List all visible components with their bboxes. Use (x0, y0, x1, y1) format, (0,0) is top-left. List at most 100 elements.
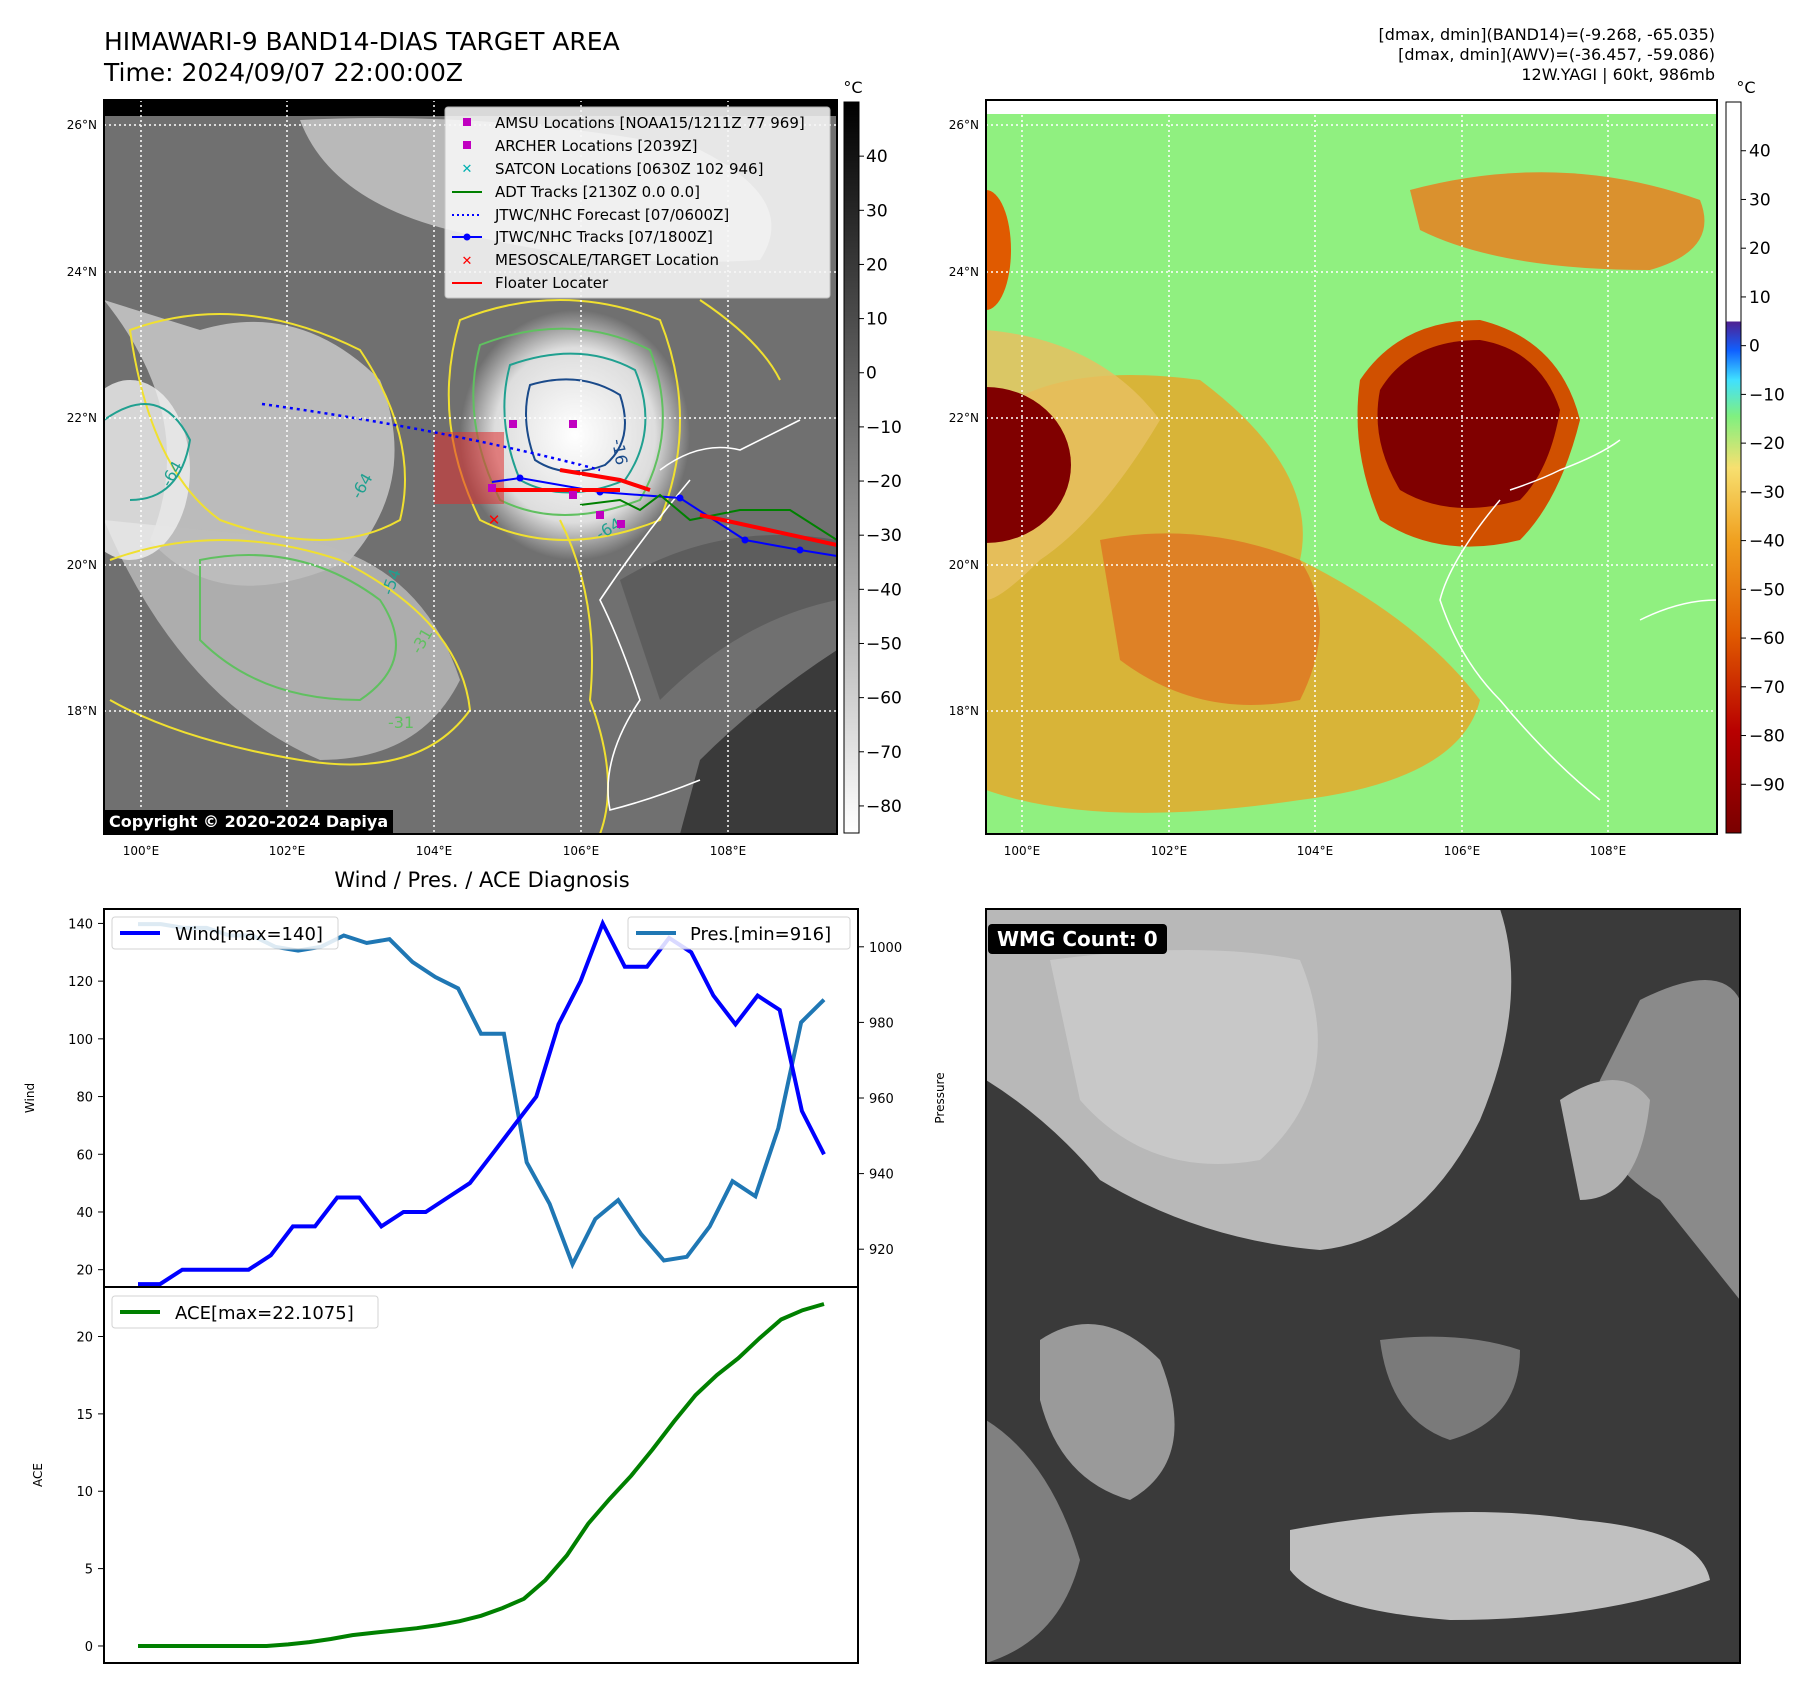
wind-y-tick-label: 140 (68, 917, 93, 932)
ir-lon-label: 108°E (710, 844, 747, 858)
pres-y-tick-label: 1000 (869, 941, 902, 956)
awv-colorbar-tick-label: 0 (1749, 337, 1760, 357)
ace-frame (103, 1286, 859, 1664)
ir-map-frame (103, 99, 838, 835)
ir-colorbar-tick-label: 40 (866, 147, 888, 167)
amsu-marker (509, 420, 517, 428)
amsu-marker (569, 420, 577, 428)
awv-west-core (986, 387, 1071, 543)
pres-axis-label: Pressure (933, 1072, 947, 1123)
pres-y-ticks: 920 940 960 980 1000 (858, 941, 902, 1258)
wind-legend-box (111, 916, 339, 950)
legend-label: ADT Tracks [2130Z 0.0 0.0] (495, 183, 700, 201)
awv-colorbar-tick-label: −20 (1749, 434, 1785, 454)
wmg-count-badge: WMG Count: 0 (988, 924, 1167, 954)
wind-y-ticks: 20 40 60 80 100 120 140 (68, 917, 104, 1279)
floater-locater (490, 468, 837, 547)
ir-clear-east (620, 535, 837, 700)
wind-y-tick-label: 40 (76, 1206, 93, 1221)
awv-colorbar-tick-label: 20 (1749, 239, 1771, 259)
contour-label-4: -31 (388, 713, 414, 732)
legend-label: MESOSCALE/TARGET Location (495, 251, 719, 269)
awv-lat-label: 24°N (949, 265, 979, 279)
adt-track (579, 493, 837, 541)
awv-lon-label: 108°E (1590, 844, 1627, 858)
legend-marker-amsu (463, 118, 471, 126)
ace-y-tick-label: 10 (76, 1485, 93, 1500)
wind-y-tick-label: 120 (68, 975, 93, 990)
info-band14: [dmax, dmin](BAND14)=(-9.268, -65.035) (1379, 25, 1715, 44)
contour-teal-2 (104, 403, 192, 501)
wmg-cloud-mid (1040, 1324, 1175, 1500)
wind-y-tick-label: 100 (68, 1033, 93, 1048)
legend-label: JTWC/NHC Tracks [07/1800Z] (494, 228, 713, 246)
copyright-label: Copyright © 2020-2024 Dapiya (104, 810, 394, 833)
legend-label: JTWC/NHC Forecast [07/0600Z] (494, 206, 729, 224)
ir-clear-se (680, 650, 837, 834)
ir-map: -64 -54 -64 -31 -31 -16 -64 (67, 78, 902, 858)
ir-coastline (599, 419, 801, 811)
ace-y-tick-label: 15 (76, 1408, 93, 1423)
wind-y-tick-label: 80 (76, 1091, 93, 1106)
ace-y-tick-label: 20 (76, 1331, 93, 1346)
legend-label: Floater Locater (495, 274, 609, 292)
contour-yellow-2 (109, 539, 472, 766)
ace-y-tick-label: 5 (85, 1563, 93, 1578)
awv-lon-label: 104°E (1297, 844, 1334, 858)
wmg-cloud-east (1596, 980, 1740, 1300)
awv-band (1100, 533, 1320, 705)
awv-map: 26°N 24°N 22°N 20°N 18°N 100°E 102°E 104… (949, 78, 1785, 858)
pres-legend-label: Pres.[min=916] (690, 924, 831, 945)
awv-colorbar-unit: °C (1736, 78, 1755, 97)
awv-lon-label: 100°E (1004, 844, 1041, 858)
ir-lon-label: 102°E (269, 844, 306, 858)
ir-colorbar-tick-label: 10 (866, 310, 888, 330)
awv-colorbar-tick-label: −10 (1749, 385, 1785, 405)
legend-marker-jtwc-dot (463, 233, 471, 241)
ir-storm-core (460, 310, 690, 560)
ir-colorbar-tick-label: −30 (866, 526, 902, 546)
contour-navy-1 (525, 378, 626, 473)
ir-title: HIMAWARI-9 BAND14-DIAS TARGET AREA (104, 27, 620, 56)
awv-map-frame (985, 99, 1718, 835)
wmg-cloud-center (1380, 1336, 1520, 1440)
awv-colorbar-tick-label: −60 (1749, 629, 1785, 649)
archer-marker (488, 484, 496, 492)
awv-colorbar-tick-label: −90 (1749, 775, 1785, 795)
ir-lat-label: 26°N (67, 118, 97, 132)
ir-lon-label: 100°E (123, 844, 160, 858)
awv-coastline (1439, 439, 1717, 801)
awv-colorbar-tick-label: 10 (1749, 288, 1771, 308)
ace-legend-box (111, 1295, 379, 1329)
wmg-cloud-sw (986, 1420, 1080, 1663)
info-storm: 12W.YAGI | 60kt, 986mb (1521, 65, 1715, 84)
ace-series-line (138, 1302, 825, 1648)
ir-lat-label: 18°N (67, 704, 97, 718)
ace-legend-label: ACE[max=22.1075] (175, 1303, 354, 1324)
archer-marker (617, 520, 625, 528)
jtwc-track-point (676, 494, 684, 502)
awv-colorbar-tick-label: 30 (1749, 190, 1771, 210)
wmg-panel (985, 908, 1741, 1664)
awv-colorbar-ticks: 40 30 20 10 0 −10 −20 −30 −40 −50 −60 −70 −80 −90 (1741, 142, 1785, 795)
ir-colorbar-tick-label: −60 (866, 689, 902, 709)
pres-y-tick-label: 920 (869, 1243, 894, 1258)
awv-lon-label: 102°E (1151, 844, 1188, 858)
ir-lon-label: 106°E (563, 844, 600, 858)
ir-colorbar-unit: °C (843, 78, 862, 97)
ace-legend: ACE[max=22.1075] (111, 1295, 379, 1329)
contour-green-2 (199, 554, 397, 702)
awv-colorbar-tick-label: −40 (1749, 532, 1785, 552)
ir-colorbar-tick-label: −20 (866, 472, 902, 492)
awv-lon-label: 106°E (1444, 844, 1481, 858)
ir-colorbar-tick-label: −80 (866, 797, 902, 817)
awv-colorbar-tick-label: −50 (1749, 580, 1785, 600)
ir-colorbar-tick-label: 0 (866, 364, 877, 384)
jtwc-track-point (796, 546, 804, 554)
ir-time: Time: 2024/09/07 22:00:00Z (103, 58, 463, 87)
contour-label-6: -16 (608, 437, 631, 466)
wind-y-tick-label: 60 (76, 1148, 93, 1163)
awv-west-top (986, 190, 1011, 310)
